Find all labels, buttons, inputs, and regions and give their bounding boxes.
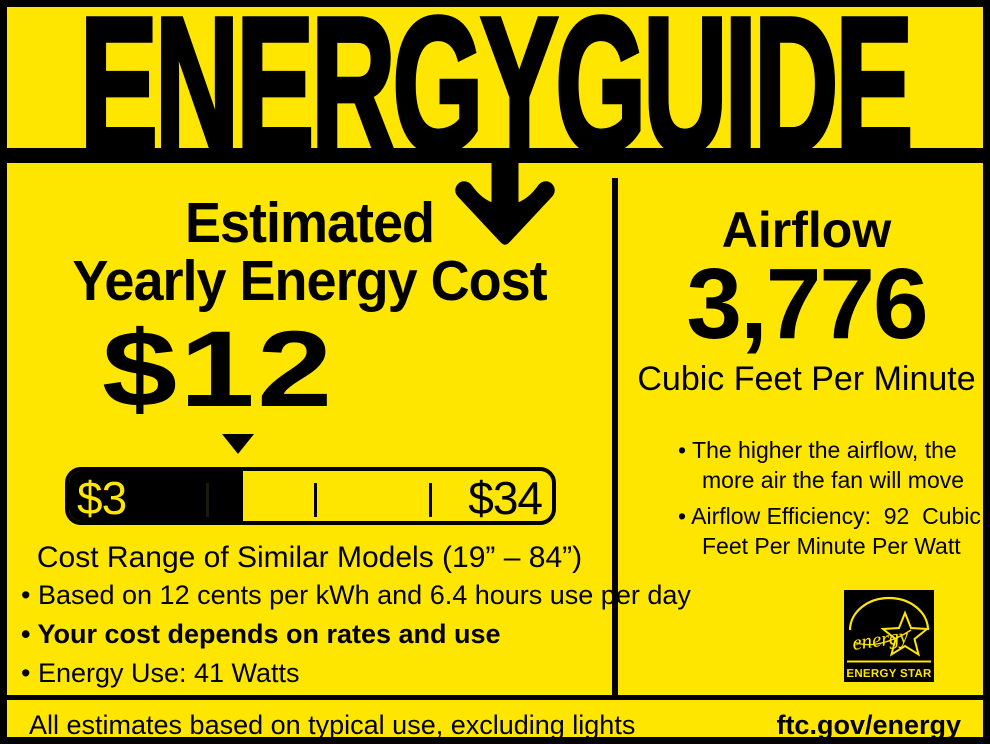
svg-text:ENERGY STAR: ENERGY STAR [846,668,932,680]
